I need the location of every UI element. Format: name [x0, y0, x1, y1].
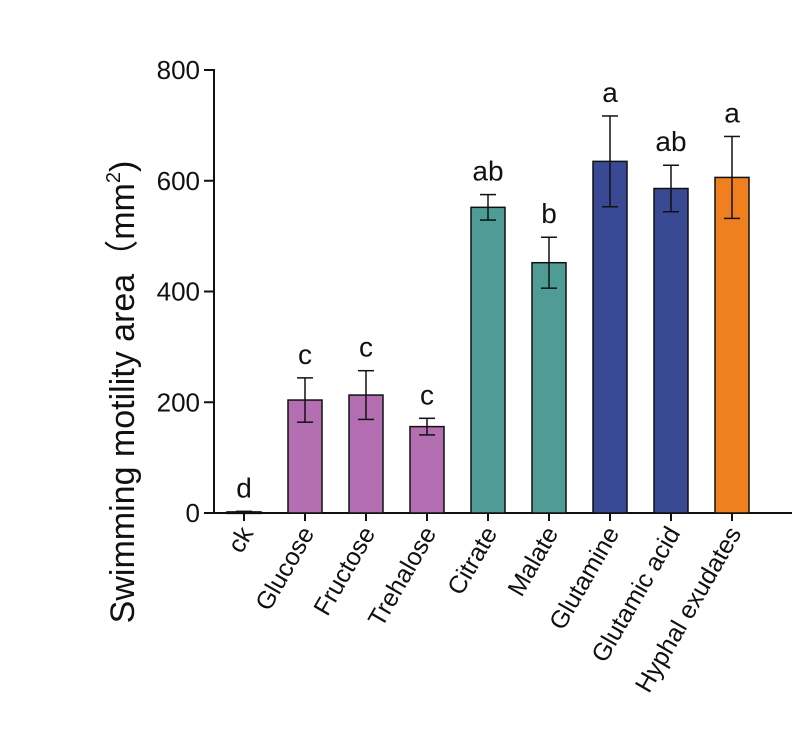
error-bar-2	[358, 369, 374, 421]
x-axis	[214, 512, 792, 521]
y-axis-title: Swimming motility area（mm2)	[103, 161, 142, 624]
y-tick-label-3: 600	[157, 166, 200, 196]
error-bar-8	[724, 135, 740, 220]
error-bar-5	[541, 236, 557, 289]
y-axis-title-sup: 2	[103, 172, 125, 183]
significance-letter-6: a	[602, 77, 618, 108]
category-label-4: Citrate	[442, 522, 503, 600]
y-tick-label-2: 400	[157, 277, 200, 307]
bar-5	[531, 261, 567, 514]
category-label-0: ck	[222, 522, 259, 558]
significance-letter-0: d	[236, 472, 252, 503]
category-label-5: Malate	[502, 522, 564, 601]
bar-7	[653, 187, 689, 514]
category-label-1: Glucose	[250, 522, 320, 615]
error-bar-6	[602, 115, 618, 208]
significance-letter-7: ab	[655, 126, 686, 157]
error-bars	[236, 115, 740, 514]
bar-3	[409, 425, 445, 514]
significance-letters: d c c c ab b a ab a	[236, 77, 740, 503]
error-bar-3	[419, 417, 435, 436]
significance-letter-1: c	[298, 339, 312, 370]
significance-letter-2: c	[359, 332, 373, 363]
y-axis-title-main: Swimming motility area（mm	[104, 183, 142, 623]
y-tick-label-4: 800	[157, 55, 200, 85]
y-tick-label-0: 0	[186, 498, 200, 528]
bar-4	[470, 206, 506, 514]
y-tick-label-1: 200	[157, 387, 200, 417]
significance-letter-5: b	[541, 198, 557, 229]
error-bar-1	[297, 377, 313, 423]
error-bar-7	[663, 164, 679, 213]
error-bar-4	[480, 193, 496, 221]
significance-letter-3: c	[420, 379, 434, 410]
significance-letter-8: a	[724, 97, 740, 128]
y-axis-title-close: )	[104, 161, 142, 172]
significance-letter-4: ab	[472, 156, 503, 187]
bar-8	[714, 176, 750, 514]
error-bar-0	[236, 510, 252, 514]
bar-6	[592, 160, 628, 514]
y-axis: 0 200 400 600 800	[157, 55, 215, 528]
